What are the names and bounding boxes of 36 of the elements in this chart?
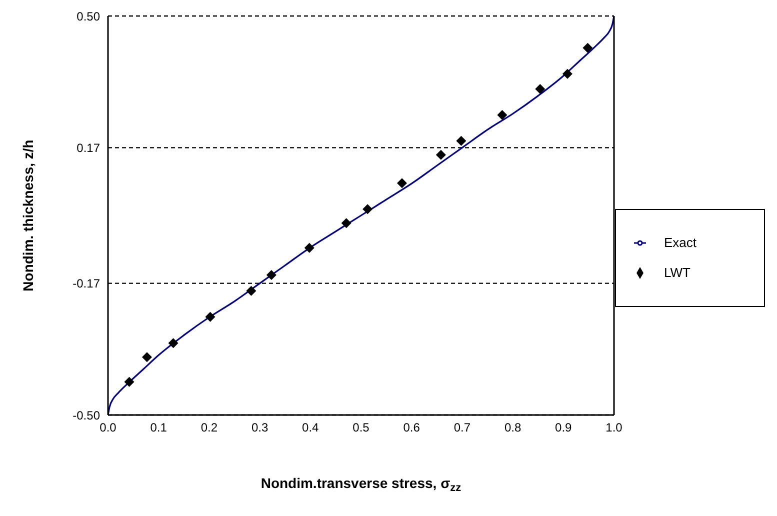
- point: [168, 338, 178, 348]
- y-tick-label: -0.17: [72, 276, 100, 291]
- legend-label: Exact: [664, 235, 697, 250]
- x-tick-label: 0.4: [302, 420, 320, 435]
- point: [562, 68, 572, 79]
- x-tick-label: 0.7: [454, 420, 471, 435]
- point: [205, 312, 216, 322]
- x-tick-label: 0.6: [403, 420, 420, 435]
- point: [535, 84, 546, 94]
- point: [142, 352, 152, 362]
- point: [436, 150, 446, 160]
- point: [341, 218, 352, 228]
- point: [362, 204, 373, 214]
- point: [304, 242, 314, 253]
- x-tick-label: 0.3: [251, 420, 268, 435]
- point: [124, 376, 134, 387]
- point: [456, 136, 466, 146]
- point: [396, 178, 407, 188]
- point: [582, 42, 593, 53]
- point: [497, 110, 508, 120]
- x-tick-label: 0.5: [352, 420, 370, 435]
- x-tick-label: 0.2: [200, 420, 218, 435]
- y-tick-label: -0.50: [72, 408, 100, 422]
- x-tick-label: 0.1: [150, 420, 168, 435]
- y-tick-label: 0.17: [76, 140, 100, 155]
- legend-label: LWT: [664, 265, 690, 280]
- y-axis-title: Nondim. thickness, z/h: [20, 140, 36, 292]
- x-axis-title: Nondim.transverse stress, σ$_{zz}$: [260, 475, 462, 494]
- y-tick-label: 0.50: [76, 9, 100, 24]
- x-tick-label: 0.9: [555, 420, 572, 435]
- x-tick-label: 0.0: [100, 420, 117, 435]
- point: [246, 286, 256, 296]
- x-tick-label: 0.8: [504, 420, 522, 435]
- line-series: [108, 16, 614, 415]
- x-tick-label: 1.0: [606, 420, 623, 435]
- point: [266, 270, 276, 280]
